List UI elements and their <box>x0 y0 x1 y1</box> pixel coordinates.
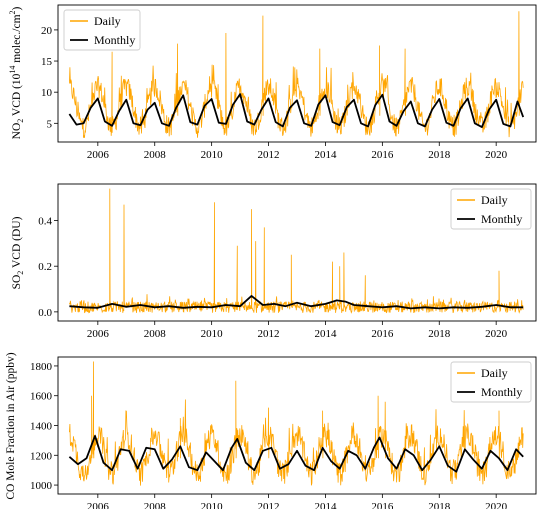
so2-x-tick-label: 2016 <box>371 328 394 340</box>
co-x-tick-label: 2018 <box>428 501 451 509</box>
panel-no2: 5 10 15 20 2006 2008 2010 2012 2014 2016 2018 2020… <box>8 4 537 161</box>
so2-x-tick-label: 2008 <box>144 328 167 340</box>
no2-x-tick-label: 2006 <box>87 149 110 161</box>
co-x-tick-label: 2008 <box>144 501 167 509</box>
co-y-tick-label: 1000 <box>30 480 53 492</box>
co-x-tick-label: 2014 <box>314 501 337 509</box>
so2-monthly-line <box>69 294 524 310</box>
no2-series-group <box>68 11 525 138</box>
co-legend-daily-label: Daily <box>481 366 508 380</box>
co-series-group <box>68 361 524 486</box>
co-monthly-line <box>68 434 524 473</box>
so2-x-tick-label: 2014 <box>314 328 337 340</box>
no2-x-ticks: 2006 2008 2010 2012 2014 2016 2018 2020 <box>87 142 508 161</box>
co-x-tick-label: 2012 <box>258 501 280 509</box>
so2-y-axis-label: SO2 VCD (DU) <box>11 216 25 289</box>
no2-y-axis-label: NO2 VCD (1014 molec./cm2) <box>8 6 25 139</box>
so2-y-tick-label: 0.2 <box>38 261 52 273</box>
co-x-tick-label: 2010 <box>201 501 224 509</box>
co-y-tick-label: 1200 <box>30 450 53 462</box>
so2-x-ticks: 2006 2008 2010 2012 2014 2016 2018 2020 <box>87 321 508 340</box>
panel-co: 1000 1200 1400 1600 1800 2006 2008 2010 2012 201… <box>5 352 537 509</box>
no2-y-ticks: 5 10 15 20 <box>41 25 58 130</box>
so2-x-tick-label: 2006 <box>87 328 110 340</box>
so2-x-tick-label: 2012 <box>258 328 280 340</box>
co-x-tick-label: 2016 <box>371 501 394 509</box>
co-y-tick-label: 1600 <box>30 391 53 403</box>
no2-y-tick-label: 15 <box>41 56 53 68</box>
no2-legend-monthly-label: Monthly <box>94 33 135 47</box>
co-x-tick-label: 2020 <box>485 501 508 509</box>
no2-monthly-line <box>68 93 525 128</box>
no2-axes-frame <box>57 4 537 143</box>
so2-axes-frame <box>57 183 537 322</box>
so2-series-group <box>69 188 524 314</box>
no2-x-tick-label: 2014 <box>314 149 337 161</box>
no2-y-tick-label: 5 <box>47 118 53 130</box>
no2-x-tick-label: 2016 <box>371 149 394 161</box>
co-legend: Daily Monthly <box>450 361 532 403</box>
no2-legend: Daily Monthly <box>63 9 141 51</box>
no2-x-tick-label: 2008 <box>144 149 167 161</box>
no2-x-tick-label: 2020 <box>485 149 508 161</box>
co-y-tick-label: 1400 <box>30 421 53 433</box>
so2-y-tick-label: 0.4 <box>38 216 52 228</box>
so2-y-ticks: 0.0 0.2 0.4 <box>38 216 58 319</box>
co-y-tick-label: 1800 <box>30 361 53 373</box>
so2-x-tick-label: 2010 <box>201 328 224 340</box>
co-y-axis-label: CO Mole Fraction in Air (ppbv) <box>5 352 17 499</box>
so2-x-tick-label: 2020 <box>485 328 508 340</box>
co-legend-monthly-label: Monthly <box>481 385 522 399</box>
so2-legend: Daily Monthly <box>450 188 532 230</box>
so2-y-tick-label: 0.0 <box>38 307 52 319</box>
co-x-tick-label: 2006 <box>87 501 110 509</box>
no2-x-tick-label: 2012 <box>258 149 280 161</box>
so2-legend-monthly-label: Monthly <box>481 212 522 226</box>
no2-y-tick-label: 10 <box>41 87 53 99</box>
so2-x-tick-label: 2018 <box>428 328 451 340</box>
no2-x-tick-label: 2018 <box>428 149 451 161</box>
co-daily-line <box>69 361 524 486</box>
no2-legend-daily-label: Daily <box>94 14 121 28</box>
co-x-ticks: 2006 2008 2010 2012 2014 2016 2018 2020 <box>87 494 508 509</box>
no2-y-tick-label: 20 <box>41 25 53 37</box>
panel-so2: 0.00.20.4 2006 2008 2010 2012 2014 2016 2018 20… <box>11 183 537 340</box>
no2-x-tick-label: 2010 <box>201 149 224 161</box>
co-y-ticks: 1000 1200 1400 1600 1800 <box>30 361 58 492</box>
so2-legend-daily-label: Daily <box>481 193 508 207</box>
